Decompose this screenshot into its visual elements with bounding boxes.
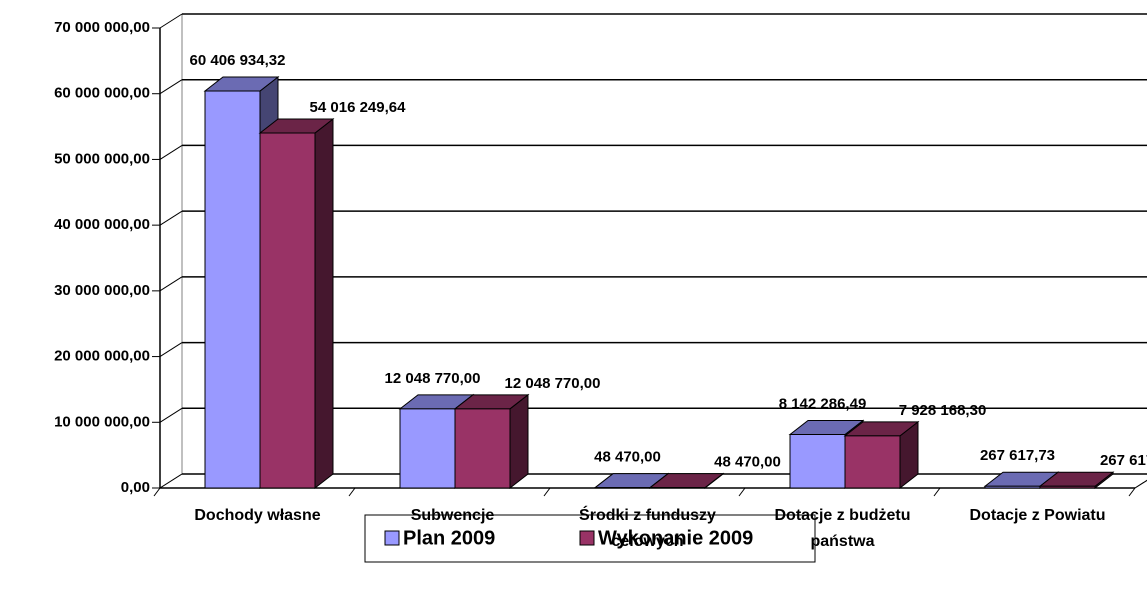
y-tick-label: 0,00 [121, 479, 150, 496]
bar [1038, 471, 1115, 490]
bar [453, 393, 530, 490]
y-tick-label: 30 000 000,00 [54, 282, 150, 299]
value-label: 8 142 286,49 [779, 395, 867, 412]
x-tick-label: Środki z funduszy celowych [579, 507, 716, 550]
x-tick-label: Dotacje z budżetu państwa [774, 507, 911, 550]
y-tick-label: 60 000 000,00 [54, 85, 150, 102]
legend-label: Plan 2009 [403, 527, 495, 549]
bar-face [399, 408, 456, 489]
x-tick [1128, 487, 1136, 497]
bar-face [1039, 485, 1096, 489]
value-label: 48 470,00 [714, 454, 781, 471]
wall-diagonal [159, 145, 183, 160]
value-label: 60 406 934,32 [190, 52, 286, 69]
wall-diagonal [159, 276, 183, 292]
value-label: 54 016 249,64 [310, 99, 407, 116]
wall-diagonal [159, 79, 183, 95]
value-label: 48 470,00 [594, 449, 661, 466]
x-tick [543, 487, 551, 497]
y-tick-label: 70 000 000,00 [54, 19, 150, 36]
wall-diagonal [159, 342, 183, 357]
bar-face [789, 433, 846, 489]
x-axis-diag [1134, 479, 1147, 489]
value-label: 12 048 770,00 [385, 370, 481, 387]
wall-diagonal [159, 473, 183, 489]
bar-face [844, 435, 901, 489]
bar-face [314, 118, 334, 490]
wall-diagonal [159, 407, 183, 423]
bar-face [259, 132, 316, 489]
legend-swatch [579, 530, 595, 546]
x-tick-label: Dochody własne [194, 507, 321, 524]
value-label: 12 048 770,00 [505, 375, 601, 392]
wall-diagonal [159, 13, 183, 29]
legend-label: Wykonanie 2009 [598, 527, 753, 549]
value-label: 7 928 168,30 [899, 402, 987, 419]
bar [258, 118, 335, 490]
y-tick-label: 40 000 000,00 [54, 216, 150, 233]
x-tick-label: Subwencje [410, 507, 495, 524]
y-tick-label: 20 000 000,00 [54, 348, 150, 365]
bar-face [509, 393, 529, 490]
value-label: 267 617,73 [980, 447, 1055, 464]
x-tick [933, 487, 941, 497]
bar [843, 420, 920, 490]
wall-diagonal [159, 210, 183, 226]
legend-swatch [384, 530, 400, 546]
x-tick [738, 487, 746, 497]
y-tick-label: 50 000 000,00 [54, 150, 150, 167]
bar [648, 472, 725, 490]
x-tick [153, 487, 161, 497]
x-tick-label: Dotacje z Powiatu [969, 507, 1106, 524]
bar-face [454, 408, 511, 489]
y-tick-label: 10 000 000,00 [54, 413, 150, 430]
bar-face [204, 90, 261, 489]
x-tick [348, 487, 356, 497]
value-label: 267 617,72 [1100, 452, 1147, 469]
bar-face [984, 485, 1041, 489]
